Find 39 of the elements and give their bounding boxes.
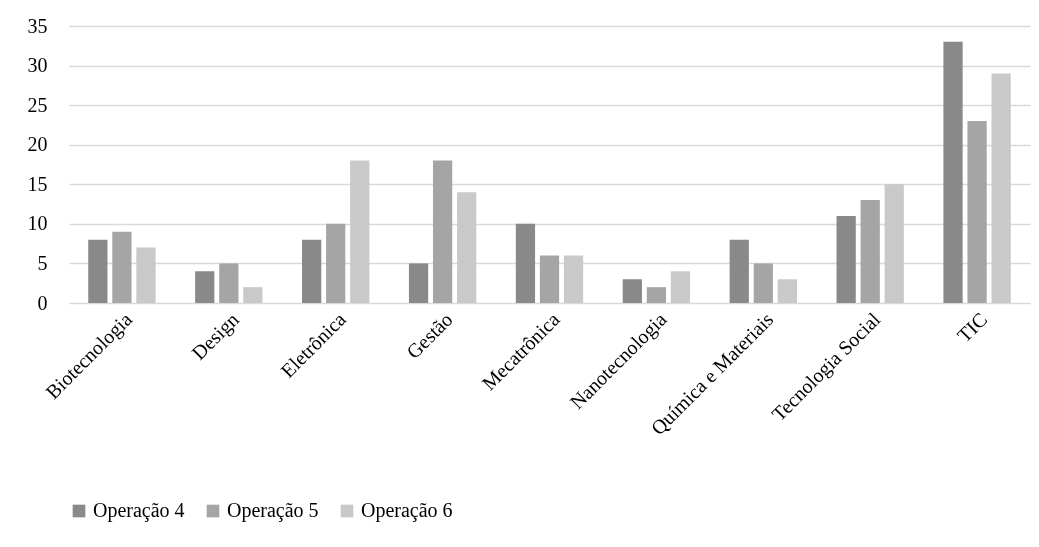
- bar: [753, 263, 773, 303]
- y-tick-label: 35: [27, 14, 48, 37]
- y-tick-label: 20: [27, 133, 48, 156]
- bar: [88, 239, 108, 303]
- bar: [457, 192, 477, 303]
- bar: [432, 160, 453, 303]
- bar: [112, 231, 132, 303]
- bar: [408, 263, 429, 303]
- bar: [670, 271, 691, 303]
- bar: [515, 223, 536, 303]
- bar: [219, 263, 239, 303]
- bar: [943, 41, 963, 303]
- bar: [646, 287, 667, 303]
- bar: [350, 160, 370, 303]
- bar: [302, 239, 322, 303]
- legend-label: Operação 5: [227, 499, 319, 522]
- x-tick-label: TIC: [952, 308, 992, 347]
- bar: [243, 287, 263, 303]
- bar: [836, 215, 856, 303]
- y-tick-label: 0: [37, 291, 48, 314]
- bar: [991, 73, 1011, 303]
- bar: [622, 279, 642, 303]
- y-tick-label: 30: [27, 54, 48, 77]
- bar: [326, 223, 346, 303]
- y-tick-label: 5: [37, 251, 48, 274]
- bar: [539, 255, 560, 303]
- bar: [860, 200, 880, 303]
- bar: [195, 271, 215, 303]
- bar: [967, 120, 987, 303]
- bar: [777, 279, 797, 303]
- bar: [563, 255, 584, 303]
- legend-label: Operação 6: [361, 499, 453, 522]
- y-tick-label: 10: [27, 212, 48, 235]
- y-tick-label: 25: [27, 93, 48, 116]
- legend-label: Operação 4: [93, 499, 185, 522]
- bar: [136, 247, 156, 303]
- y-tick-label: 15: [27, 172, 48, 195]
- bar: [729, 239, 749, 303]
- bar: [884, 184, 904, 303]
